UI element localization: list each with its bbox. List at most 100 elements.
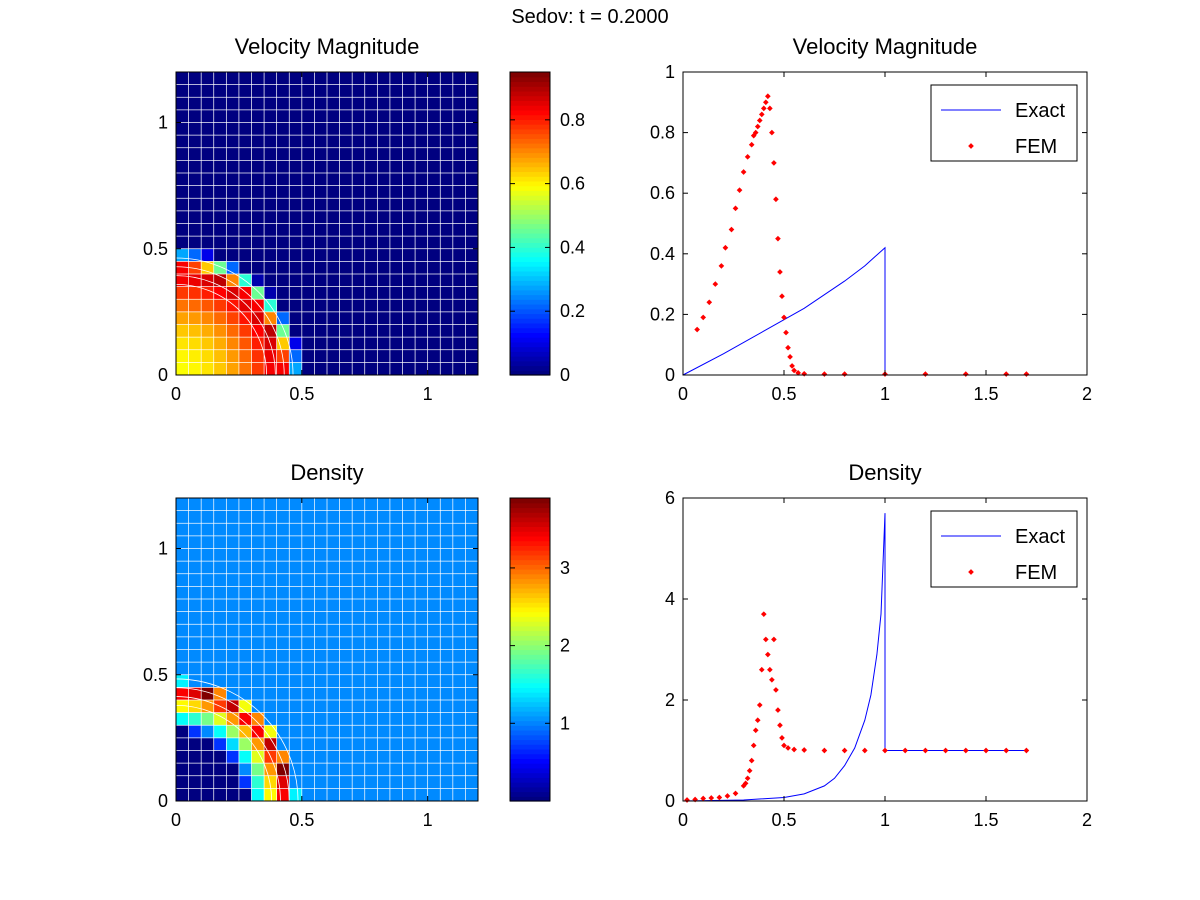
colorbar-band: [510, 597, 550, 603]
mesh-cell: [364, 109, 379, 124]
mesh-cell: [314, 223, 328, 237]
mesh-cell: [465, 160, 479, 174]
mesh-cell: [351, 522, 366, 537]
mesh-cell: [439, 286, 454, 301]
mesh-cell: [326, 573, 341, 588]
mesh-cell: [301, 172, 316, 187]
mesh-cell: [326, 84, 341, 99]
mesh-cell: [465, 324, 479, 338]
mesh-cell: [376, 737, 391, 752]
mesh-cell: [326, 248, 341, 263]
mesh-cell: [364, 586, 379, 600]
fem-point: [760, 611, 767, 617]
mesh-cell: [376, 623, 391, 638]
mesh-cell: [452, 535, 467, 550]
mesh-cell: [414, 324, 429, 338]
colorbar-band: [510, 100, 550, 106]
mesh-cell: [376, 775, 391, 790]
mesh-cell: [301, 84, 316, 99]
mesh-cell: [238, 661, 253, 676]
legend-entry-label: Exact: [1015, 100, 1065, 122]
colorbar-band: [510, 649, 550, 655]
mesh-cell: [439, 560, 454, 575]
mesh-cell: [225, 109, 240, 124]
mesh-cell: [175, 623, 190, 638]
mesh-cell: [251, 661, 265, 676]
mesh-cell: [339, 349, 354, 364]
mesh-cell: [376, 497, 391, 512]
mesh-cell: [402, 147, 416, 162]
mesh-cell: [465, 172, 479, 187]
mesh-cell: [465, 611, 479, 626]
mesh-cell: [452, 649, 467, 663]
mesh-cell: [213, 248, 228, 263]
mesh-cell: [188, 535, 203, 550]
mesh-cell: [364, 185, 379, 200]
mesh-cell: [263, 788, 278, 802]
mesh-cell: [339, 687, 354, 701]
x-tick-label: 1: [880, 810, 890, 830]
mesh-cell: [402, 349, 416, 364]
mesh-cell: [276, 649, 291, 663]
mesh-cell: [439, 788, 454, 802]
mesh-cell: [225, 210, 240, 225]
mesh-cell: [364, 535, 379, 550]
mesh-cell: [314, 71, 328, 86]
mesh-cell: [314, 623, 328, 638]
mesh-cell: [389, 122, 404, 136]
mesh-cell: [414, 197, 429, 212]
fem-point: [771, 636, 777, 643]
fem-point: [758, 666, 765, 673]
mesh-cell: [376, 336, 391, 351]
mesh-cell: [339, 172, 354, 187]
mesh-cell: [326, 336, 341, 351]
mesh-cell: [402, 699, 416, 714]
y-tick-label: 4: [665, 589, 675, 609]
mesh-cell: [364, 775, 379, 790]
mesh-cell: [389, 775, 404, 790]
mesh-cell: [175, 687, 190, 701]
mesh-cell: [402, 185, 416, 200]
mesh-cell: [402, 84, 416, 99]
mesh-cell: [389, 71, 404, 86]
mesh-cell: [414, 298, 429, 313]
mesh-cell: [351, 273, 366, 288]
mesh-cell: [402, 775, 416, 790]
mesh-cell: [288, 324, 303, 338]
mesh-cell: [414, 649, 429, 663]
mesh-cell: [225, 661, 240, 676]
mesh-cell: [427, 699, 442, 714]
mesh-cell: [175, 560, 190, 575]
mesh-cell: [200, 510, 215, 525]
fem-point: [922, 371, 929, 377]
mesh-cell: [263, 71, 278, 86]
mesh-cell: [213, 636, 228, 651]
mesh-cell: [188, 724, 203, 739]
mesh-cell: [314, 548, 328, 562]
colorbar-band: [510, 744, 550, 750]
mesh-cell: [263, 248, 278, 263]
mesh-cell: [276, 147, 291, 162]
mesh-cell: [238, 248, 253, 263]
mesh-cell: [439, 109, 454, 124]
mesh-cell: [225, 762, 240, 777]
mesh-cell: [389, 109, 404, 124]
mesh-cell: [452, 223, 467, 237]
mesh-cell: [427, 586, 442, 600]
mesh-cell: [452, 598, 467, 613]
fem-point: [775, 707, 781, 713]
mesh-cell: [238, 598, 253, 613]
mesh-cell: [326, 775, 341, 790]
mesh-cell: [402, 611, 416, 626]
mesh-cell: [389, 586, 404, 600]
mesh-cell: [376, 611, 391, 626]
fem-point: [777, 269, 783, 275]
mesh-cell: [364, 349, 379, 364]
colorbar-band: [510, 616, 550, 622]
mesh-cell: [200, 147, 215, 162]
mesh-cell: [188, 560, 203, 575]
mesh-cell: [301, 147, 316, 162]
colorbar-band: [510, 105, 550, 111]
fem-point: [962, 747, 969, 754]
colorbar-tick-label: 3: [560, 558, 570, 578]
